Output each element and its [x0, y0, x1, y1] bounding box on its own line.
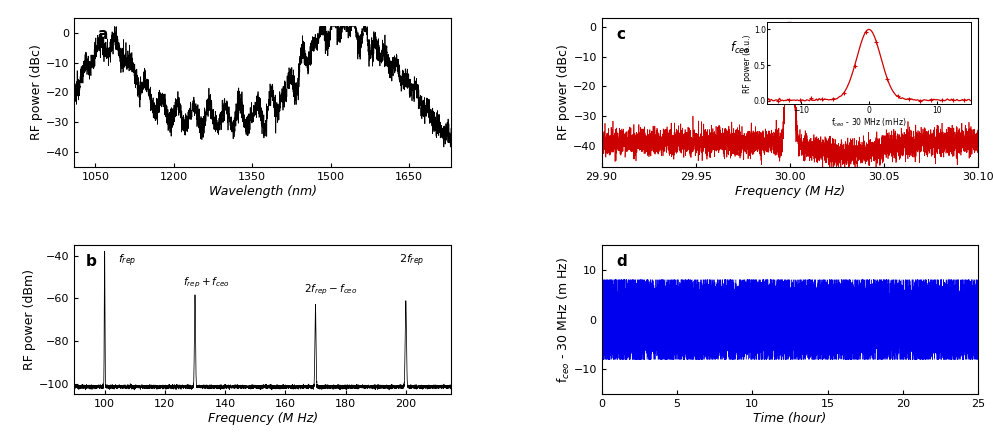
Text: d: d [617, 254, 628, 269]
Text: b: b [85, 254, 96, 269]
Text: $f_{ceo}$: $f_{ceo}$ [730, 40, 750, 56]
X-axis label: Frequency (M Hz): Frequency (M Hz) [208, 412, 318, 425]
Text: $2f_{rep}$: $2f_{rep}$ [398, 252, 424, 268]
Text: $2f_{rep}-f_{ceo}$: $2f_{rep}-f_{ceo}$ [304, 283, 357, 297]
X-axis label: Time (hour): Time (hour) [754, 412, 826, 425]
Y-axis label: RF power (dBm): RF power (dBm) [24, 269, 37, 370]
Y-axis label: RF power (dBc): RF power (dBc) [31, 44, 44, 140]
Y-axis label: RF power (dBc): RF power (dBc) [557, 44, 570, 140]
Text: $f_{rep}+f_{ceo}$: $f_{rep}+f_{ceo}$ [183, 276, 229, 290]
Text: $f_{rep}$: $f_{rep}$ [118, 252, 136, 268]
Text: c: c [617, 27, 626, 42]
X-axis label: Wavelength (nm): Wavelength (nm) [209, 185, 317, 198]
X-axis label: Frequency (M Hz): Frequency (M Hz) [735, 185, 845, 198]
Y-axis label: f$_{ceo}$ - 30 MHz (m Hz): f$_{ceo}$ - 30 MHz (m Hz) [556, 256, 572, 383]
Text: a: a [97, 27, 107, 42]
